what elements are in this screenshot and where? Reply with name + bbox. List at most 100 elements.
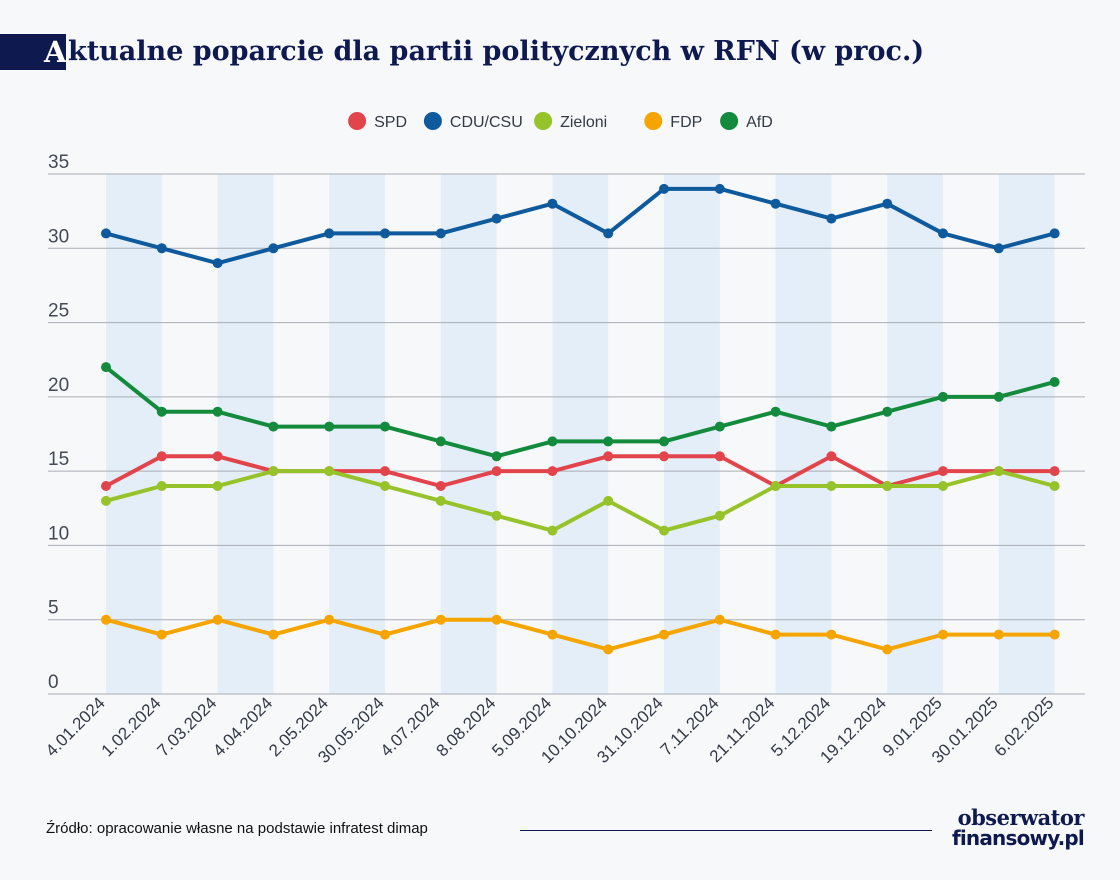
x-tick-label: 4.04.2024: [209, 693, 276, 760]
data-point: [491, 213, 502, 224]
data-point: [212, 481, 223, 491]
background-band: [775, 174, 832, 694]
data-point: [547, 436, 558, 447]
data-point: [826, 421, 837, 432]
data-point: [659, 629, 669, 640]
data-point: [770, 406, 781, 417]
data-point: [603, 495, 614, 506]
data-point: [101, 362, 111, 373]
data-point: [324, 614, 335, 625]
data-point: [714, 183, 725, 194]
title-accent-bar: [0, 34, 66, 70]
data-point: [268, 466, 279, 477]
data-point: [714, 451, 725, 462]
data-point: [491, 510, 502, 521]
series-line: [105, 186, 1056, 266]
legend-label: SPD: [374, 114, 407, 131]
legend-label: FDP: [670, 114, 702, 131]
data-point: [547, 466, 558, 477]
background-band: [998, 174, 1055, 694]
background-band: [106, 174, 162, 694]
data-point: [156, 406, 167, 417]
series-line: [104, 365, 1056, 459]
data-point: [603, 644, 614, 655]
data-point: [380, 629, 390, 640]
data-point: [882, 481, 893, 491]
data-point: [603, 436, 614, 447]
data-point: [826, 451, 837, 462]
data-point: [268, 243, 279, 254]
y-tick-label: 10: [48, 523, 69, 544]
data-point: [156, 629, 167, 640]
data-point: [659, 436, 669, 447]
logo-line-1: obserwator: [957, 805, 1085, 830]
legend-marker: [534, 112, 553, 130]
data-point: [826, 481, 837, 491]
data-point: [212, 258, 223, 269]
legend-marker: [423, 112, 442, 130]
data-point: [1049, 466, 1060, 477]
y-tick-label: 15: [48, 449, 69, 470]
data-point: [1049, 481, 1060, 491]
y-tick-label: 25: [48, 301, 69, 322]
legend-marker: [644, 112, 663, 130]
background-band: [887, 174, 943, 694]
data-point: [101, 495, 111, 506]
legend-label: Zieloni: [560, 114, 607, 131]
data-point: [603, 451, 614, 462]
data-point: [268, 629, 279, 640]
y-tick-label: 30: [48, 226, 69, 247]
data-point: [770, 629, 781, 640]
publisher-logo: obserwator finansowy.pl: [951, 805, 1085, 850]
data-point: [1049, 377, 1060, 387]
chart-title-initial: A: [44, 35, 67, 69]
data-point: [938, 466, 948, 477]
series-line: [105, 617, 1055, 652]
y-tick-label: 5: [48, 598, 59, 619]
data-point: [1049, 228, 1060, 239]
data-point: [603, 228, 614, 239]
chart-title: ktualne poparcie dla partii politycznych…: [68, 36, 925, 67]
data-point: [993, 391, 1004, 402]
data-point: [435, 436, 446, 447]
data-point: [491, 451, 502, 462]
data-point: [938, 228, 948, 239]
logo-line-2: finansowy.pl: [951, 826, 1085, 850]
data-point: [547, 629, 558, 640]
legend-label: AfD: [746, 114, 773, 131]
data-point: [380, 228, 390, 239]
legend-marker: [348, 112, 367, 130]
background-band: [440, 174, 497, 694]
data-point: [659, 183, 669, 194]
data-point: [156, 451, 167, 462]
data-point: [324, 228, 335, 239]
data-point: [659, 451, 669, 462]
data-point: [714, 421, 725, 432]
data-point: [993, 466, 1004, 477]
legend-label: CDU/CSU: [450, 114, 523, 131]
data-point: [938, 481, 948, 491]
x-tick-label: 4.07.2024: [377, 693, 444, 760]
data-point: [435, 228, 446, 239]
data-point: [547, 525, 558, 536]
data-point: [380, 421, 390, 432]
data-point: [101, 614, 111, 625]
data-point: [938, 629, 948, 640]
x-tick-label: 8.08.2024: [433, 693, 500, 760]
data-point: [435, 614, 446, 625]
data-point: [659, 525, 669, 536]
data-point: [882, 644, 893, 655]
data-point: [826, 629, 837, 640]
x-tick-label: 4.01.2024: [42, 693, 109, 760]
data-point: [547, 198, 558, 209]
source-note: Źródło: opracowanie własne na podstawie …: [46, 820, 428, 837]
data-point: [212, 406, 223, 417]
data-point: [435, 495, 446, 506]
data-point: [435, 481, 446, 491]
data-point: [882, 198, 893, 209]
data-point: [380, 466, 390, 477]
data-point: [491, 614, 502, 625]
data-point: [770, 481, 781, 491]
data-point: [770, 198, 781, 209]
x-tick-label: 6.02.2025: [991, 693, 1058, 760]
